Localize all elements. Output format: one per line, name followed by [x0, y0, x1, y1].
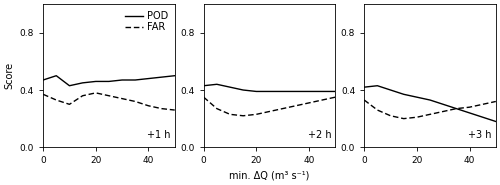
Y-axis label: Score: Score [4, 62, 14, 89]
Text: +2 h: +2 h [308, 130, 332, 140]
Legend: POD, FAR: POD, FAR [124, 9, 170, 34]
Text: +3 h: +3 h [468, 130, 492, 140]
X-axis label: min. ΔQ (m³ s⁻¹): min. ΔQ (m³ s⁻¹) [230, 171, 310, 181]
Text: +1 h: +1 h [148, 130, 171, 140]
